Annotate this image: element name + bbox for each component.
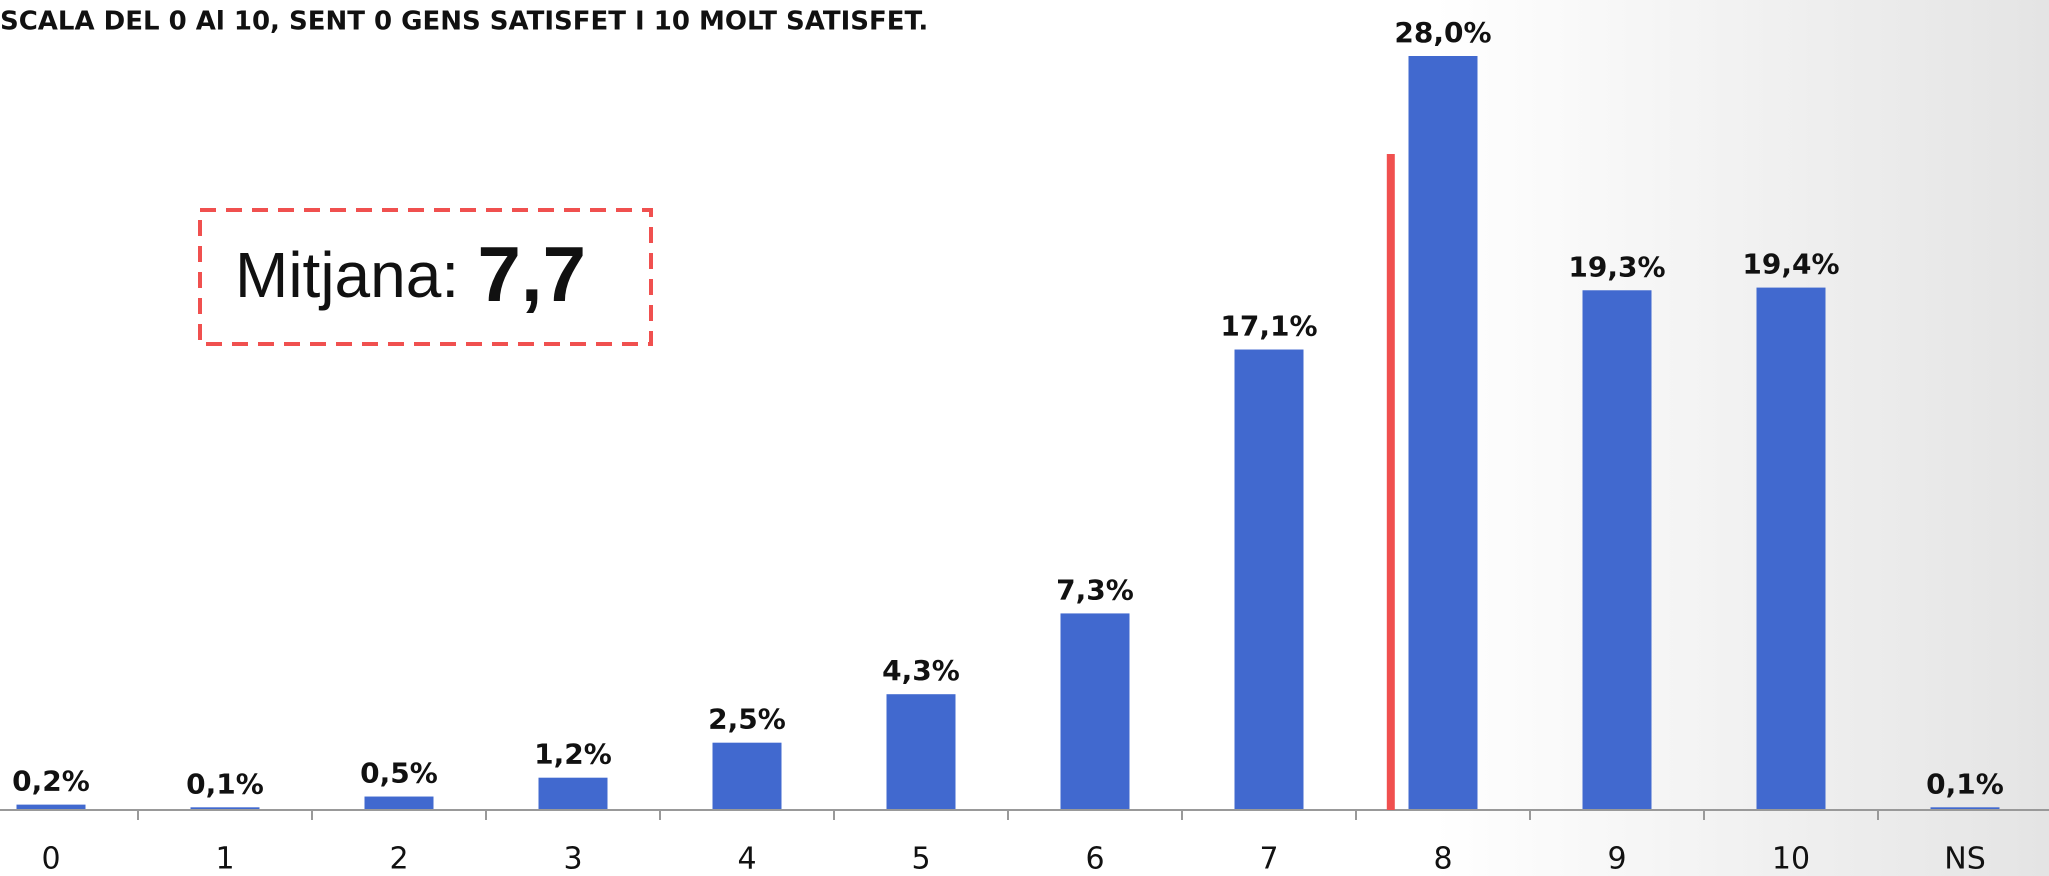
x-tick-label: 0 (41, 842, 60, 876)
background (0, 0, 2049, 876)
data-label: 0,1% (1926, 767, 2004, 800)
bar (887, 694, 956, 810)
bar (713, 743, 782, 810)
x-tick-label: 8 (1433, 842, 1452, 876)
x-tick-label: 10 (1772, 842, 1810, 876)
bar (1235, 350, 1304, 810)
x-tick-label: 7 (1259, 842, 1278, 876)
bar (1757, 288, 1826, 810)
data-label: 1,2% (534, 738, 612, 771)
bar (1061, 613, 1130, 810)
data-label: 0,1% (186, 767, 264, 800)
data-label: 0,2% (12, 765, 90, 798)
bar (365, 797, 434, 810)
data-label: 19,4% (1742, 248, 1839, 281)
x-tick-label: 2 (389, 842, 408, 876)
chart-title: SCALA DEL 0 Al 10, SENT 0 GENS SATISFET … (0, 7, 928, 37)
mean-annotation: Mitjana: 7,7 (235, 230, 586, 318)
x-tick-label: 3 (563, 842, 582, 876)
data-label: 19,3% (1568, 250, 1665, 283)
data-label: 2,5% (708, 703, 786, 736)
x-tick-label: 1 (215, 842, 234, 876)
mean-value: 7,7 (478, 230, 586, 318)
data-label: 0,5% (360, 757, 438, 790)
data-label: 4,3% (882, 654, 960, 687)
x-tick-label: 6 (1085, 842, 1104, 876)
data-label: 7,3% (1056, 573, 1134, 606)
data-label: 17,1% (1220, 310, 1317, 343)
bar (1583, 290, 1652, 810)
x-tick-label: 9 (1607, 842, 1626, 876)
x-tick-label: NS (1944, 842, 1985, 876)
chart: SCALA DEL 0 Al 10, SENT 0 GENS SATISFET … (0, 0, 2049, 876)
mean-label: Mitjana: (235, 239, 459, 311)
x-tick-label: 5 (911, 842, 930, 876)
x-tick-label: 4 (737, 842, 756, 876)
bar (539, 778, 608, 810)
bar (1409, 56, 1478, 810)
data-label: 28,0% (1394, 16, 1491, 49)
